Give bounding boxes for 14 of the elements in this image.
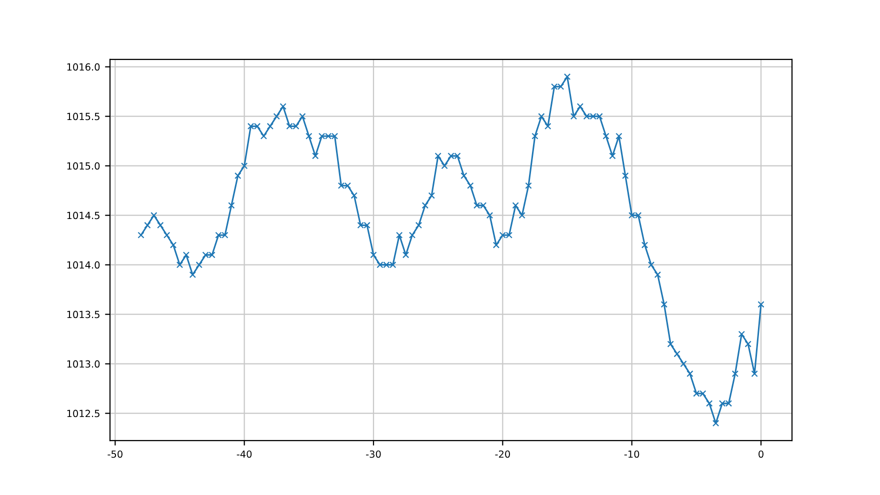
x-tick-label: -30 (366, 450, 381, 458)
y-tick-label: 1014.5 (67, 212, 100, 220)
y-tick-label: 1015.5 (67, 112, 100, 120)
x-tick-label: -10 (624, 450, 640, 458)
y-tick-label: 1016.0 (67, 63, 100, 71)
x-tick-label: -40 (236, 450, 252, 458)
y-tick-label: 1014.0 (67, 261, 100, 269)
x-tick-label: 0 (758, 450, 764, 458)
y-tick-label: 1015.0 (67, 162, 100, 170)
y-tick-label: 1013.0 (67, 360, 100, 368)
y-tick-label: 1013.5 (67, 310, 100, 318)
x-tick-label: -20 (495, 450, 510, 458)
x-tick-label: -50 (108, 450, 122, 458)
y-tick-label: 1012.5 (67, 410, 100, 418)
